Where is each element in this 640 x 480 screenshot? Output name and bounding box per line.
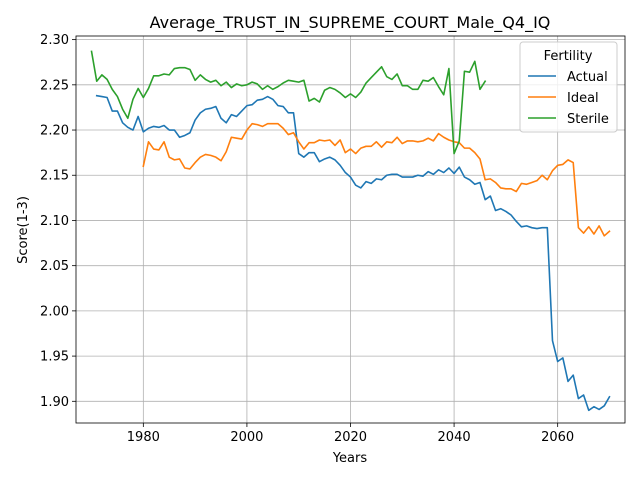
- chart-title: Average_TRUST_IN_SUPREME_COURT_Male_Q4_I…: [150, 13, 551, 33]
- series-line-actual: [95, 94, 611, 412]
- x-axis-label: Years: [332, 451, 368, 466]
- y-tick-label: 1.95: [40, 350, 69, 365]
- legend-label-sterile: Sterile: [567, 112, 609, 127]
- y-tick-label: 1.90: [40, 395, 69, 410]
- legend-label-actual: Actual: [567, 70, 608, 85]
- y-tick-label: 2.15: [40, 169, 69, 184]
- grid-lines: [76, 36, 625, 423]
- y-tick-label: 2.00: [40, 304, 69, 319]
- x-tick-label: 2000: [230, 430, 263, 445]
- x-tick-label: 1980: [127, 430, 160, 445]
- legend-label-ideal: Ideal: [567, 91, 599, 106]
- x-tick-label: 2040: [438, 430, 471, 445]
- legend-box: [519, 41, 618, 133]
- x-tick-label: 2060: [541, 430, 574, 445]
- y-tick-label: 2.25: [40, 78, 69, 93]
- legend-items: Actual Ideal Sterile: [528, 70, 609, 127]
- legend: Fertility Actual Ideal Sterile: [519, 41, 618, 133]
- y-tick-label: 2.20: [40, 124, 69, 139]
- legend-title: Fertility: [544, 49, 593, 64]
- y-axis-label: Score(1-3): [16, 196, 31, 264]
- x-tick-label: 2020: [334, 430, 367, 445]
- y-tick-label: 2.30: [40, 33, 69, 48]
- series-group: [90, 50, 611, 412]
- y-tick-label: 2.10: [40, 214, 69, 229]
- y-tick-label: 2.05: [40, 259, 69, 274]
- series-line-sterile: [90, 50, 487, 155]
- series-line-ideal: [142, 122, 611, 237]
- y-axis-ticks: 1.90 1.95 2.00 2.05 2.10 2.15 2.20 2.25 2.30: [40, 33, 76, 410]
- x-axis-ticks: 1980 2000 2020 2040 2060: [127, 423, 574, 445]
